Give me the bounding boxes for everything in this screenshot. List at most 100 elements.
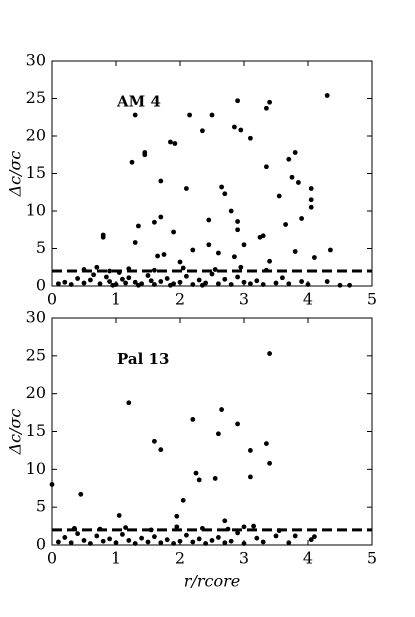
point [148, 278, 154, 284]
point [235, 274, 241, 280]
point [216, 281, 221, 287]
point [126, 538, 132, 543]
point [206, 242, 212, 248]
point [312, 534, 317, 540]
x-tick-label: 0 [47, 290, 57, 309]
point [273, 533, 279, 539]
point [200, 128, 205, 134]
point [172, 141, 178, 146]
point [139, 535, 145, 541]
point [222, 191, 228, 197]
point [116, 513, 122, 518]
point [238, 264, 244, 270]
x-tick-label: 2 [175, 290, 185, 309]
point [219, 184, 225, 190]
y-axis-label: Δc/σc [6, 409, 25, 456]
point [164, 537, 170, 543]
point [235, 98, 241, 104]
point [200, 525, 205, 531]
point [228, 282, 234, 287]
point [88, 541, 93, 546]
point [241, 541, 247, 546]
point [123, 280, 128, 286]
x-tick-label: 2 [175, 549, 185, 568]
point [209, 112, 215, 118]
point [180, 265, 186, 271]
point [107, 279, 112, 284]
point [228, 538, 234, 544]
point [68, 282, 74, 287]
point [283, 222, 288, 227]
point [171, 229, 177, 235]
point [308, 197, 314, 203]
y-tick-label: 5 [36, 497, 46, 516]
point [312, 255, 317, 260]
point [260, 539, 266, 545]
point [68, 540, 74, 546]
point [158, 540, 164, 546]
point [152, 219, 157, 225]
point [225, 526, 231, 532]
point [324, 279, 330, 284]
point [184, 532, 189, 538]
point [75, 276, 80, 281]
point [107, 536, 112, 542]
plot-frame [51, 60, 373, 287]
point [286, 540, 292, 546]
point [161, 252, 167, 257]
point [216, 535, 221, 540]
point [142, 150, 148, 155]
point [126, 275, 132, 281]
point [267, 99, 272, 105]
point [104, 274, 109, 280]
y-tick-label: 30 [26, 308, 46, 327]
point [152, 534, 157, 540]
point [190, 416, 196, 422]
point [132, 279, 138, 285]
x-tick-label: 4 [303, 290, 313, 309]
point [158, 178, 164, 184]
point [193, 470, 199, 476]
point [129, 159, 135, 165]
point [209, 538, 215, 543]
point [228, 208, 234, 214]
point [184, 186, 189, 191]
point [100, 234, 106, 240]
point [126, 266, 132, 272]
point [299, 279, 304, 284]
point [81, 280, 87, 286]
point [248, 135, 253, 141]
point [136, 282, 141, 288]
point [235, 421, 241, 427]
y-axis-label: Δc/σc [6, 151, 25, 198]
annotation: AM 4 [116, 93, 161, 111]
point [232, 124, 237, 130]
y-tick-label: 15 [26, 421, 46, 440]
point [190, 282, 196, 287]
point [248, 448, 253, 453]
point [260, 282, 266, 287]
point [347, 282, 352, 288]
point [174, 524, 180, 530]
point [264, 441, 269, 447]
y-tick-label: 10 [26, 459, 46, 478]
x-tick-label: 5 [367, 549, 377, 568]
point [241, 279, 247, 285]
point [216, 250, 221, 256]
point [81, 538, 87, 543]
point [158, 447, 164, 453]
point [296, 180, 301, 185]
y-tick-label: 25 [26, 88, 46, 107]
point [94, 264, 100, 270]
x-tick-label: 1 [111, 549, 121, 568]
point [184, 273, 189, 279]
x-tick-label: 1 [111, 290, 121, 309]
y-tick-label: 0 [36, 535, 46, 554]
point [190, 247, 196, 253]
point [187, 112, 193, 118]
point [286, 281, 292, 287]
point [97, 281, 103, 287]
point [145, 539, 151, 545]
point [241, 242, 247, 248]
